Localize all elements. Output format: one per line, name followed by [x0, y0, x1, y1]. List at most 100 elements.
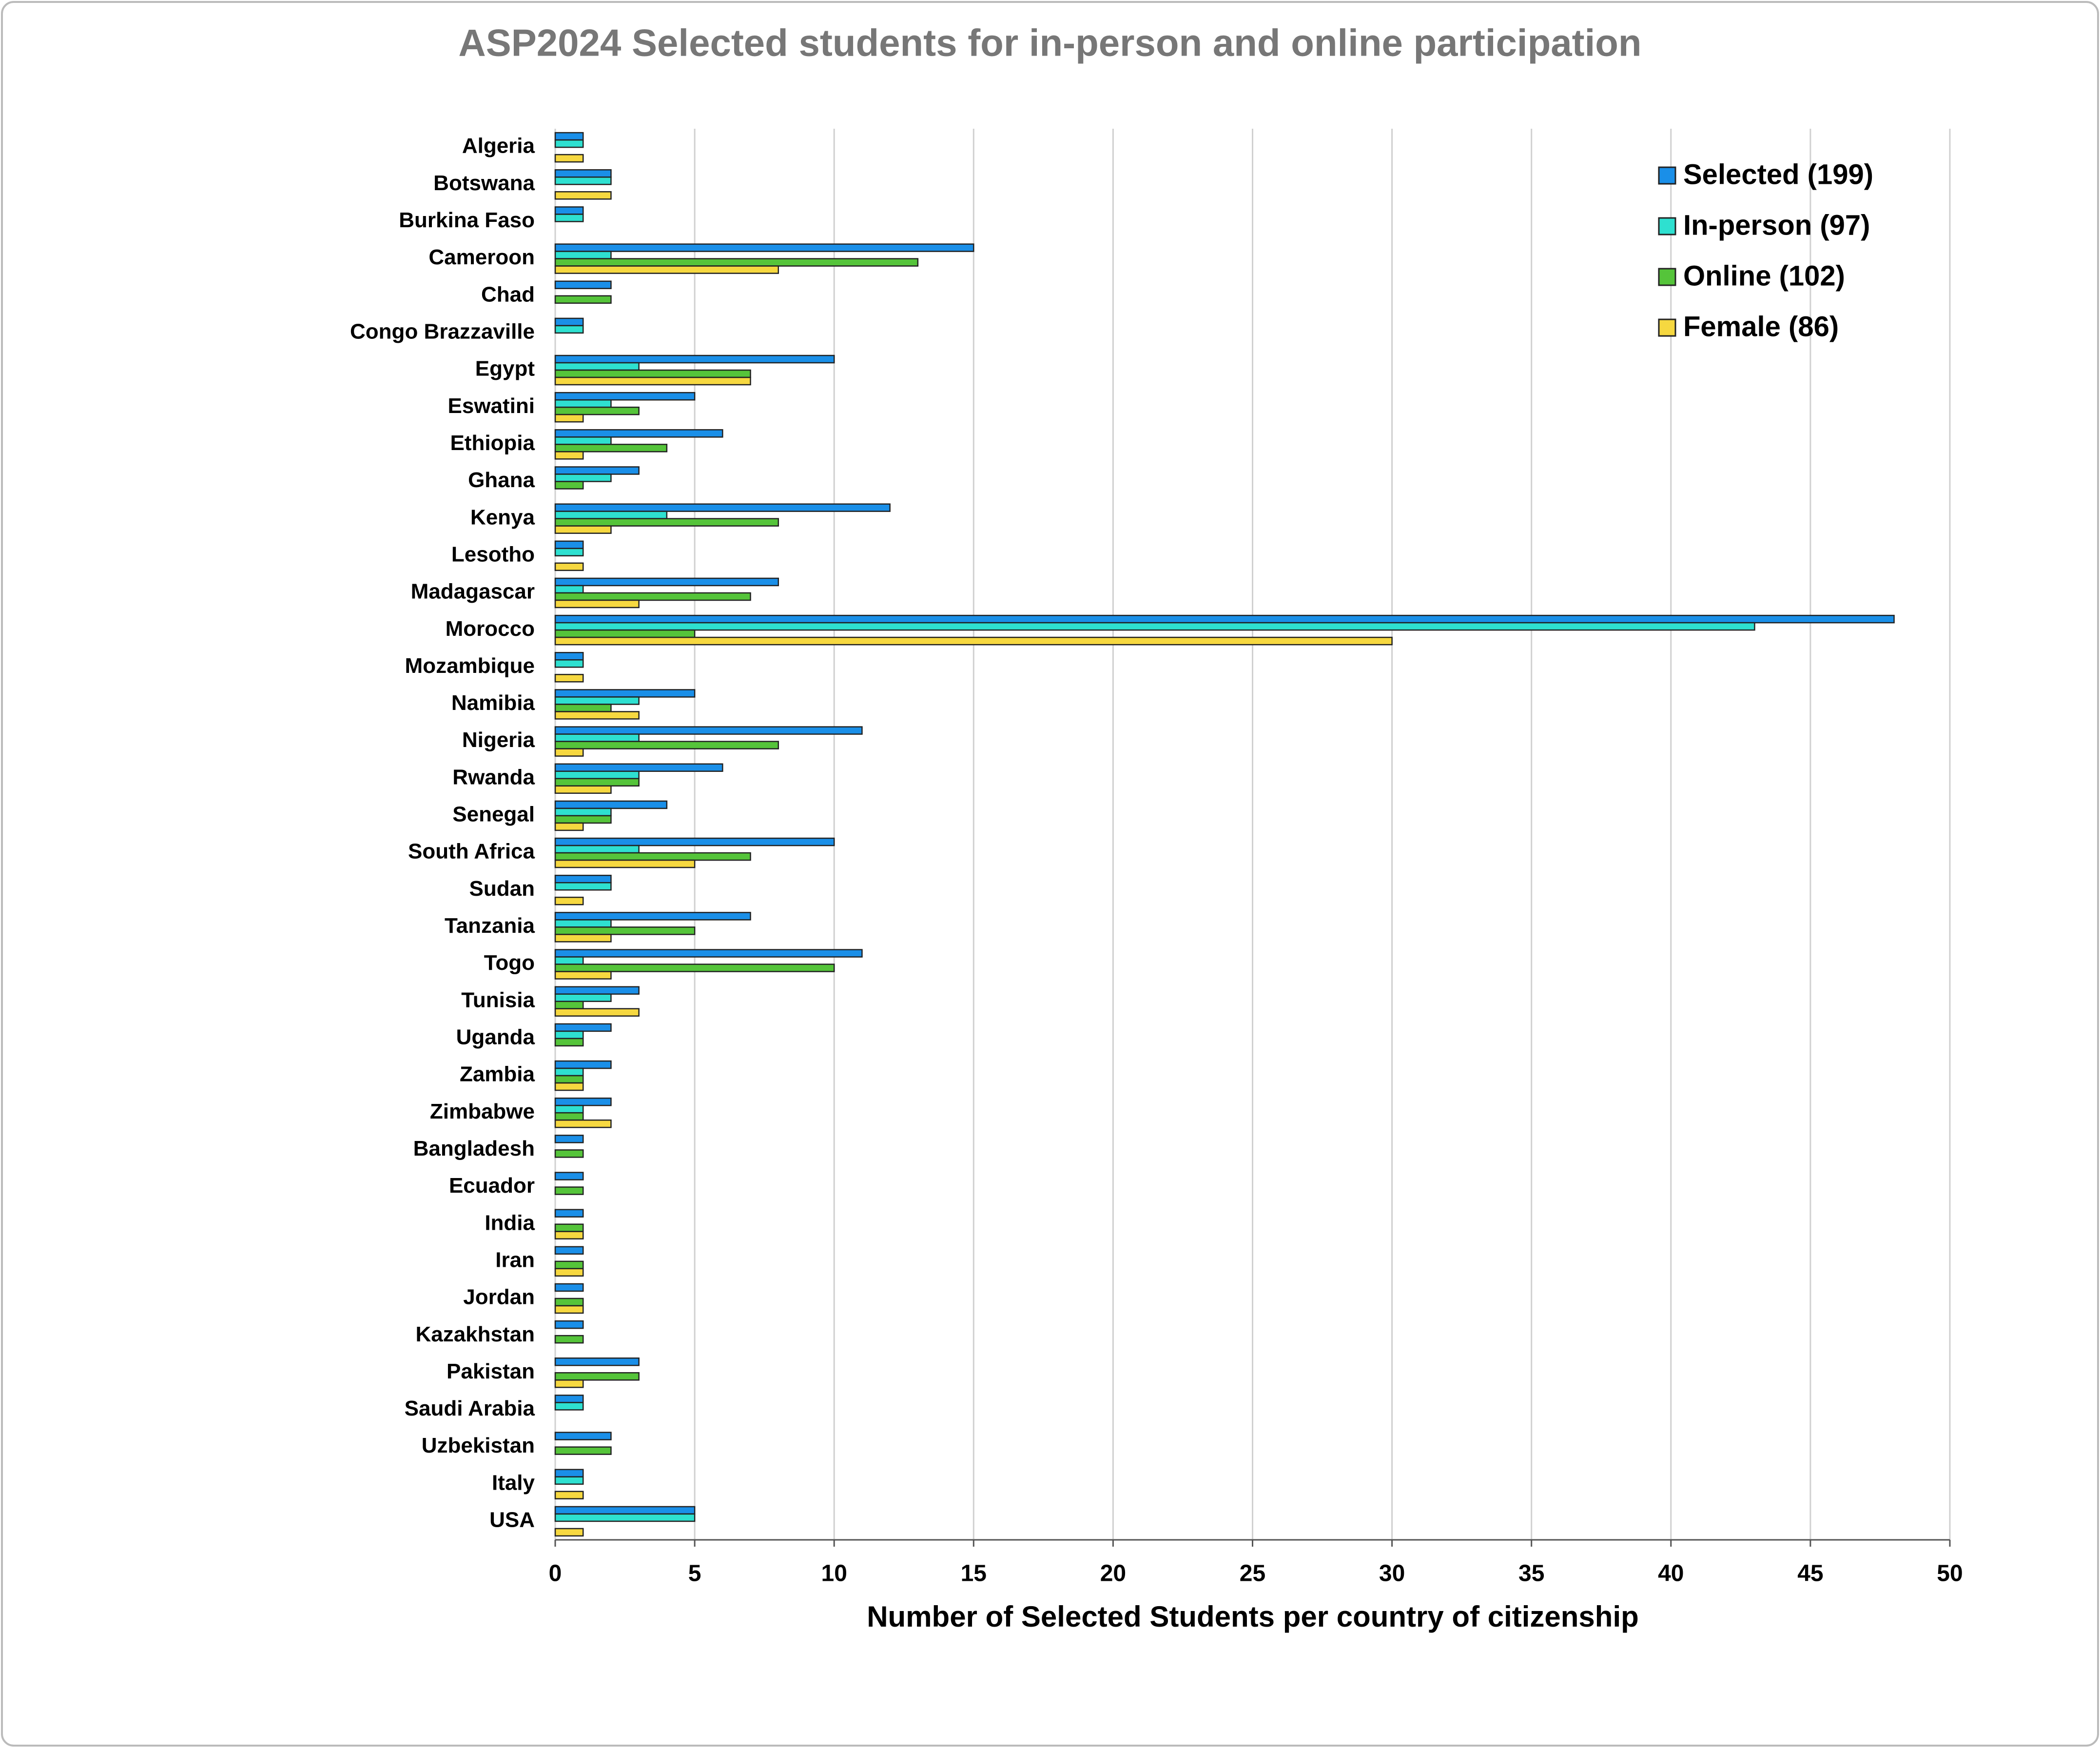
bar — [554, 1357, 640, 1366]
legend-swatch — [1658, 217, 1676, 236]
bar — [554, 444, 668, 452]
y-tick-label: Congo Brazzaville — [350, 319, 535, 343]
bar — [554, 1186, 584, 1195]
bar — [554, 852, 751, 861]
bar — [554, 1060, 612, 1069]
y-tick-label: Saudi Arabia — [405, 1396, 535, 1420]
x-tick-label: 50 — [1937, 1561, 1963, 1587]
bar — [554, 822, 584, 831]
bar — [554, 354, 835, 364]
bar — [554, 392, 696, 401]
bar — [554, 206, 584, 215]
y-tick-label: Kazakhstan — [415, 1322, 535, 1346]
y-tick-label: Morocco — [446, 617, 535, 641]
y-tick-label: Ghana — [468, 468, 535, 492]
bar — [554, 369, 751, 378]
bar — [554, 473, 612, 482]
bar — [554, 926, 696, 935]
y-tick-label: Italy — [492, 1471, 535, 1494]
y-tick-label: Nigeria — [462, 728, 535, 752]
legend-label: Online (102) — [1683, 260, 1845, 292]
y-tick-label: Iran — [495, 1248, 535, 1272]
y-tick-label: Jordan — [463, 1285, 535, 1309]
bar — [554, 562, 584, 571]
bar — [554, 919, 612, 928]
bar — [554, 169, 612, 178]
bar — [554, 815, 612, 824]
bar — [554, 1268, 584, 1277]
bar — [554, 599, 640, 609]
bar — [554, 778, 640, 787]
bar — [554, 1149, 584, 1158]
y-tick-label: Uzbekistan — [422, 1434, 535, 1457]
legend-swatch — [1658, 166, 1676, 185]
y-tick-label: Tunisia — [461, 988, 535, 1012]
x-tick-label: 25 — [1240, 1561, 1265, 1587]
bar — [554, 413, 584, 423]
bar — [554, 1023, 612, 1032]
bar — [554, 1476, 584, 1485]
bar — [554, 993, 612, 1002]
bar — [554, 674, 584, 683]
bar — [554, 837, 835, 846]
chart-title: ASP2024 Selected students for in-person … — [458, 21, 1641, 64]
y-tick-label: Eswatini — [448, 394, 535, 418]
legend-swatch — [1658, 268, 1676, 286]
y-tick-label: Namibia — [451, 691, 535, 715]
bar — [554, 800, 668, 809]
legend-label: Selected (199) — [1683, 158, 1873, 190]
bar — [554, 548, 584, 557]
bar — [554, 704, 612, 712]
bar — [554, 1075, 584, 1084]
bar — [554, 376, 751, 386]
x-tick-label: 30 — [1379, 1561, 1405, 1587]
bar — [554, 1446, 612, 1455]
legend-label: Female (86) — [1683, 311, 1839, 342]
bar — [554, 1112, 584, 1121]
y-tick-label: Madagascar — [411, 580, 535, 604]
legend-label: In-person (97) — [1683, 209, 1870, 241]
bar — [554, 874, 612, 884]
y-tick-label: Pakistan — [447, 1359, 535, 1383]
bar — [554, 1135, 584, 1143]
bar — [554, 622, 1755, 631]
bar — [554, 1528, 584, 1537]
bar — [554, 1402, 584, 1411]
bar — [554, 1491, 584, 1500]
bar — [554, 295, 612, 304]
bar — [554, 481, 584, 490]
bar — [554, 785, 612, 794]
bar — [554, 466, 640, 475]
bar — [554, 1082, 584, 1091]
bar — [554, 154, 584, 163]
bar — [554, 859, 696, 868]
y-tick-label: Senegal — [452, 803, 535, 826]
x-tick-label: 15 — [961, 1561, 987, 1587]
bar — [554, 132, 584, 141]
bar — [554, 1395, 584, 1403]
x-tick-label: 35 — [1518, 1561, 1544, 1587]
bar — [554, 696, 640, 705]
bar — [554, 1506, 696, 1515]
bar — [554, 1283, 584, 1292]
bar — [554, 1335, 584, 1344]
x-axis-title: Number of Selected Students per country … — [867, 1600, 1639, 1633]
y-tick-label: Ethiopia — [450, 431, 535, 455]
bar — [554, 1209, 584, 1218]
bar — [554, 1030, 584, 1040]
bar — [554, 614, 1895, 624]
bar — [554, 1001, 584, 1009]
bar — [554, 139, 584, 148]
bar — [554, 770, 640, 780]
y-tick-label: Sudan — [469, 877, 535, 901]
x-tick-label: 20 — [1100, 1561, 1126, 1587]
bar — [554, 258, 919, 267]
bar — [554, 518, 779, 527]
y-tick-label: Mozambique — [405, 654, 535, 678]
bar — [554, 1432, 612, 1440]
bar — [554, 652, 584, 661]
y-tick-label: Algeria — [462, 134, 535, 158]
y-tick-label: Chad — [481, 282, 535, 306]
x-tick-label: 5 — [688, 1561, 701, 1587]
